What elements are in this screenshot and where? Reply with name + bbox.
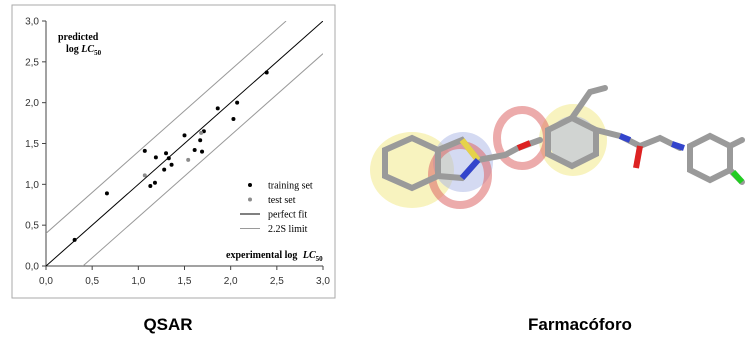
y-tick-label: 1,5 [25,139,39,150]
legend-label: 2.2S limit [268,224,308,235]
point [143,149,147,153]
nitrogen-bond [620,136,630,140]
legend-label: test set [268,195,296,206]
legend-marker [248,198,252,202]
point [164,151,168,155]
y-tick-label: 1,0 [25,180,39,191]
molecule [370,88,742,208]
page: 0,0 0,5 1,0 1,5 2,0 2,5 3,0 0,0 0,5 1,0 1,5 2,0 2,5 3… [0,0,745,337]
y-tick-label: 3,0 [25,17,39,28]
y-tick-label: 0,0 [25,262,39,273]
y-tick-label: 2,5 [25,57,39,68]
point [235,101,239,105]
point [193,148,197,152]
x-tick-label: 2,5 [270,276,284,287]
point [199,131,203,135]
y-axis-label: predicted [58,32,99,43]
legend-label: perfect fit [268,210,307,221]
y-axis-label-part: log [66,44,81,55]
x-tick-label: 1,5 [178,276,192,287]
y-axis-label-part: LC [80,44,94,55]
caption: Farmacóforo [528,315,632,334]
caption: QSAR [143,315,192,334]
x-tick-label: 1,0 [131,276,145,287]
point [170,163,174,167]
x-axis-label-part: experimental log [226,250,300,261]
point [216,106,220,110]
y-axis-label-part: 50 [94,49,102,57]
x-axis-label: experimental log LC50 [226,250,323,263]
oxygen-bond [636,146,640,168]
x-tick-label: 2,0 [224,276,238,287]
point [198,138,202,142]
x-tick-label: 0,0 [39,276,53,287]
legend-label: training set [268,181,313,192]
chlorine-bond [733,172,742,182]
point [154,155,158,159]
figure: 0,0 0,5 1,0 1,5 2,0 2,5 3,0 0,0 0,5 1,0 1,5 2,0 2,5 3… [0,0,745,337]
chart: 0,0 0,5 1,0 1,5 2,0 2,5 3,0 0,0 0,5 1,0 1,5 2,0 2,5 3… [25,17,330,288]
y-axis-label-line: predicted [58,32,99,43]
x-axis-label-part: 50 [316,255,324,263]
point [153,181,157,185]
y-axis-label: log LC50 [66,44,102,57]
point [183,133,187,137]
point [148,184,152,188]
point [162,168,166,172]
point [105,191,109,195]
point [200,150,204,154]
y-tick-label: 2,0 [25,98,39,109]
legend-marker [248,183,252,187]
point [231,117,235,121]
x-axis-label-part: LC [302,250,316,261]
point [186,158,190,162]
x-tick-label: 3,0 [316,276,330,287]
x-tick-label: 0,5 [85,276,99,287]
nitrogen-bond [672,144,684,148]
y-tick-label: 0,5 [25,221,39,232]
